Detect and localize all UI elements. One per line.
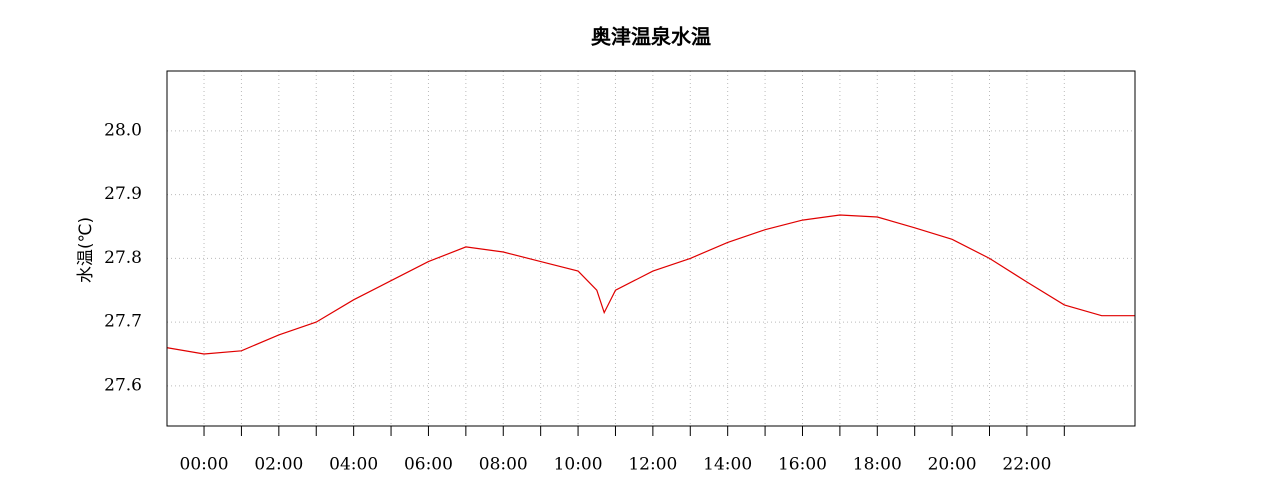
x-tick-label: 22:00 <box>1002 455 1051 475</box>
x-tick-label: 10:00 <box>554 455 603 475</box>
x-tick-label: 14:00 <box>703 455 752 475</box>
x-tick-label: 06:00 <box>404 455 453 475</box>
x-tick-label: 16:00 <box>778 455 827 475</box>
y-axis-label: 水温(℃) <box>76 217 96 283</box>
data-line <box>166 214 1136 355</box>
plot-frame <box>166 70 1136 427</box>
y-tick-label: 27.9 <box>104 184 142 204</box>
x-tick-label: 00:00 <box>180 455 229 475</box>
x-tick-label: 12:00 <box>628 455 677 475</box>
y-tick-label: 28.0 <box>104 120 142 140</box>
x-tick-label: 04:00 <box>329 455 378 475</box>
y-tick-label: 27.8 <box>104 248 142 268</box>
x-tick-label: 20:00 <box>928 455 977 475</box>
y-tick-label: 27.6 <box>104 375 142 395</box>
y-tick-label: 27.7 <box>104 312 142 332</box>
x-tick-label: 08:00 <box>479 455 528 475</box>
x-tick-label: 02:00 <box>254 455 303 475</box>
x-tick-label: 18:00 <box>853 455 902 475</box>
chart-title: 奥津温泉水温 <box>591 25 711 49</box>
